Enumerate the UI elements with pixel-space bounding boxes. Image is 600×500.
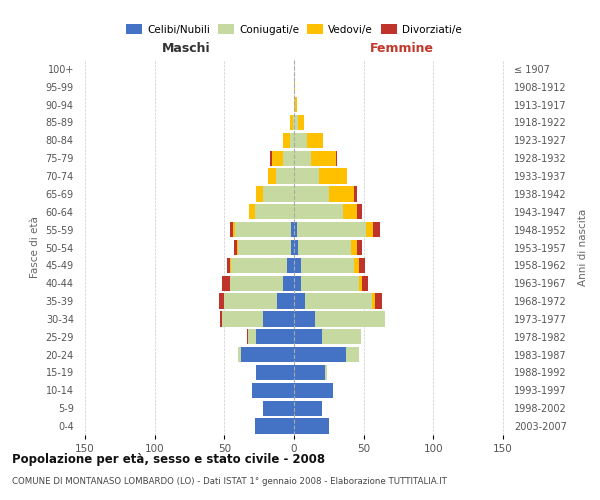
Bar [235, 222, 291, 237]
Bar [301, 276, 359, 291]
Bar [250, 204, 255, 220]
Bar [311, 150, 336, 166]
Bar [219, 294, 224, 308]
Bar [329, 186, 354, 202]
Bar [298, 240, 351, 255]
Bar [283, 150, 294, 166]
Bar [357, 204, 362, 220]
Bar [346, 347, 359, 362]
Bar [307, 133, 323, 148]
Bar [294, 115, 298, 130]
Bar [294, 79, 295, 94]
Bar [268, 168, 276, 184]
Bar [343, 204, 357, 220]
Bar [237, 240, 238, 255]
Bar [295, 97, 297, 112]
Bar [294, 365, 325, 380]
Bar [354, 258, 359, 273]
Bar [305, 294, 372, 308]
Bar [354, 186, 357, 202]
Bar [230, 276, 283, 291]
Bar [301, 258, 354, 273]
Bar [221, 276, 230, 291]
Bar [294, 240, 298, 255]
Bar [290, 133, 294, 148]
Text: Popolazione per età, sesso e stato civile - 2008: Popolazione per età, sesso e stato civil… [12, 452, 325, 466]
Bar [362, 276, 368, 291]
Bar [294, 276, 301, 291]
Bar [234, 240, 237, 255]
Bar [294, 329, 322, 344]
Bar [220, 312, 221, 326]
Bar [351, 240, 357, 255]
Bar [294, 294, 305, 308]
Text: COMUNE DI MONTANASO LOMBARDO (LO) - Dati ISTAT 1° gennaio 2008 - Elaborazione TU: COMUNE DI MONTANASO LOMBARDO (LO) - Dati… [12, 478, 447, 486]
Bar [283, 276, 294, 291]
Bar [375, 294, 382, 308]
Bar [294, 133, 307, 148]
Bar [247, 329, 248, 344]
Bar [248, 329, 256, 344]
Bar [263, 312, 294, 326]
Bar [233, 222, 235, 237]
Bar [294, 418, 329, 434]
Bar [294, 168, 319, 184]
Bar [357, 240, 362, 255]
Bar [294, 312, 315, 326]
Bar [263, 186, 294, 202]
Bar [322, 329, 361, 344]
Bar [221, 312, 263, 326]
Bar [294, 400, 322, 416]
Text: Maschi: Maschi [161, 42, 211, 54]
Bar [373, 222, 380, 237]
Bar [294, 258, 301, 273]
Bar [256, 365, 294, 380]
Bar [372, 294, 375, 308]
Bar [294, 383, 333, 398]
Text: Femmine: Femmine [370, 42, 434, 54]
Bar [252, 383, 294, 398]
Bar [271, 150, 272, 166]
Bar [276, 168, 294, 184]
Y-axis label: Anni di nascita: Anni di nascita [578, 209, 588, 286]
Legend: Celibi/Nubili, Coniugati/e, Vedovi/e, Divorziati/e: Celibi/Nubili, Coniugati/e, Vedovi/e, Di… [122, 20, 466, 39]
Bar [277, 294, 294, 308]
Y-axis label: Fasce di età: Fasce di età [30, 216, 40, 278]
Bar [291, 240, 294, 255]
Bar [297, 222, 367, 237]
Bar [238, 347, 241, 362]
Bar [230, 258, 231, 273]
Bar [298, 115, 304, 130]
Bar [325, 365, 328, 380]
Bar [290, 115, 293, 130]
Bar [263, 400, 294, 416]
Bar [238, 240, 291, 255]
Bar [230, 222, 233, 237]
Bar [283, 133, 290, 148]
Bar [293, 115, 294, 130]
Bar [336, 150, 337, 166]
Bar [315, 312, 385, 326]
Bar [255, 204, 294, 220]
Bar [291, 222, 294, 237]
Bar [367, 222, 373, 237]
Bar [294, 150, 311, 166]
Bar [294, 222, 297, 237]
Bar [256, 329, 294, 344]
Bar [319, 168, 347, 184]
Bar [224, 294, 277, 308]
Bar [294, 186, 329, 202]
Bar [256, 186, 263, 202]
Bar [272, 150, 283, 166]
Bar [294, 97, 295, 112]
Bar [294, 347, 346, 362]
Bar [294, 204, 343, 220]
Bar [359, 258, 365, 273]
Bar [359, 276, 362, 291]
Bar [241, 347, 294, 362]
Bar [227, 258, 230, 273]
Bar [231, 258, 287, 273]
Bar [255, 418, 294, 434]
Bar [287, 258, 294, 273]
